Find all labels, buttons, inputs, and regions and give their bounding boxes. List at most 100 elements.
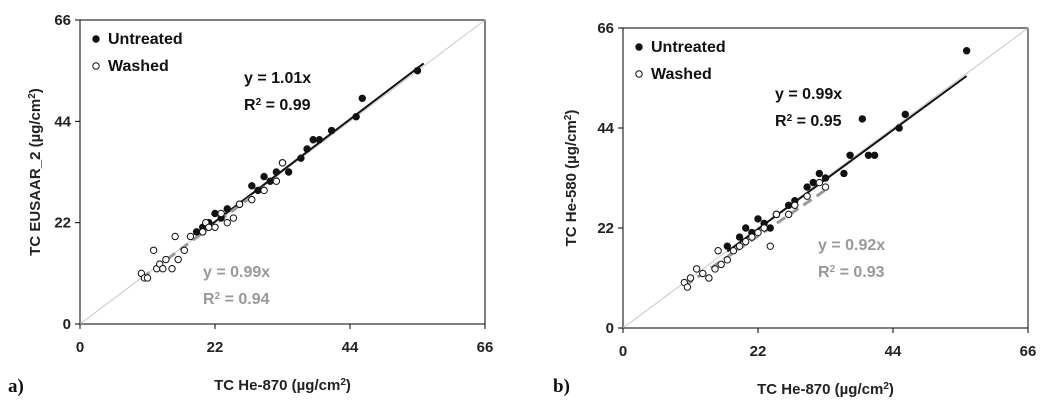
- data-point-untreated: [723, 242, 732, 250]
- data-point-untreated: [784, 201, 793, 209]
- data-point-washed: [742, 237, 750, 246]
- fit-equation: y = 0.99x: [203, 264, 270, 281]
- fit-equation: y = 0.99x: [775, 86, 842, 103]
- y-tick-label: 44: [54, 113, 71, 130]
- data-point-untreated: [809, 178, 817, 187]
- fit-r-squared: R2 = 0.99: [244, 97, 311, 115]
- data-point-washed: [791, 201, 799, 209]
- data-point-untreated: [327, 126, 336, 135]
- data-point-untreated: [223, 205, 231, 213]
- data-point-untreated: [870, 151, 879, 159]
- data-point-washed: [735, 242, 744, 250]
- x-tick-label: 0: [76, 339, 84, 356]
- y-tick-label: 0: [606, 320, 614, 337]
- data-point-washed: [760, 224, 768, 232]
- data-point-untreated: [821, 174, 830, 182]
- data-point-untreated: [303, 145, 311, 153]
- data-point-washed: [821, 183, 830, 191]
- data-point-washed: [229, 214, 238, 222]
- chart-panel-b: 0 22 44 66 0 22 44 66 TC He-870 (µg/cm2) TC He-58…: [553, 20, 1036, 398]
- data-point-washed: [171, 232, 179, 241]
- fit-r-squared: R2 = 0.94: [203, 291, 270, 309]
- data-point-washed: [199, 228, 207, 236]
- data-point-untreated: [803, 183, 811, 191]
- data-point-untreated: [272, 168, 281, 176]
- x-tick-label: 66: [1020, 343, 1037, 360]
- fit-r-squared: R2 = 0.93: [818, 264, 885, 282]
- y-tick-label: 66: [54, 12, 71, 29]
- data-point-washed: [714, 247, 722, 255]
- data-point-washed: [260, 186, 268, 195]
- y-tick-label: 66: [597, 20, 614, 37]
- data-point-untreated: [754, 215, 762, 223]
- data-point-untreated: [248, 182, 256, 190]
- x-tick-label: 66: [477, 339, 494, 356]
- x-tick-label: 44: [342, 339, 359, 356]
- data-point-washed: [723, 256, 732, 264]
- data-point-untreated: [413, 66, 422, 75]
- legend-label: Untreated: [108, 31, 183, 48]
- data-point-untreated: [297, 154, 305, 162]
- data-point-untreated: [840, 169, 848, 178]
- data-point-untreated: [742, 224, 750, 232]
- panel-label: b): [553, 376, 570, 397]
- data-point-washed: [149, 246, 158, 255]
- y-tick-label: 22: [597, 220, 614, 237]
- data-point-washed: [248, 195, 256, 204]
- data-point-washed: [717, 260, 725, 269]
- data-point-washed: [180, 246, 189, 255]
- chart-panel-a: 0 22 44 66 0 22 44 66 TC He-870 (µg/cm2) TC EUSAA…: [8, 12, 493, 397]
- data-point-washed: [683, 283, 692, 291]
- legend-marker-untreated: [635, 43, 643, 51]
- data-point-untreated: [315, 136, 324, 144]
- data-point-washed: [223, 218, 231, 227]
- data-point-untreated: [284, 168, 293, 176]
- data-point-washed: [205, 223, 213, 231]
- data-point-washed: [143, 274, 152, 282]
- data-point-washed: [766, 242, 774, 250]
- legend-marker-untreated: [92, 35, 100, 43]
- data-point-washed: [186, 232, 195, 241]
- legend: Untreated Washed: [635, 39, 726, 83]
- data-point-washed: [272, 177, 281, 185]
- y-tick-label: 44: [597, 120, 614, 137]
- data-point-washed: [705, 274, 713, 282]
- data-point-untreated: [266, 177, 274, 185]
- legend-marker-washed: [635, 70, 643, 78]
- data-point-washed: [754, 228, 762, 237]
- legend-label: Washed: [108, 58, 169, 75]
- data-point-untreated: [192, 228, 201, 236]
- data-point-washed: [711, 265, 719, 273]
- data-point-untreated: [864, 151, 873, 159]
- data-point-untreated: [901, 110, 909, 119]
- y-axis-title: TC He-580 (µg/cm2): [563, 110, 581, 247]
- data-point-washed: [699, 269, 707, 278]
- data-point-untreated: [846, 151, 854, 159]
- fit-equation: y = 1.01x: [244, 70, 311, 87]
- data-point-washed: [815, 178, 824, 187]
- fit-r-squared: R2 = 0.95: [775, 113, 842, 131]
- data-point-washed: [235, 200, 244, 208]
- data-point-washed: [174, 255, 182, 264]
- data-point-untreated: [358, 94, 366, 103]
- data-point-washed: [729, 247, 738, 255]
- x-tick-label: 22: [207, 339, 224, 356]
- data-point-untreated: [766, 224, 774, 232]
- data-point-untreated: [260, 172, 268, 181]
- data-point-washed: [211, 223, 219, 231]
- legend-label: Washed: [651, 66, 712, 83]
- data-point-washed: [217, 209, 225, 218]
- y-axis-title: TC EUSAAR_2 (µg/cm2): [27, 88, 45, 256]
- y-tick-label: 22: [54, 215, 71, 232]
- x-axis-title: TC He-870 (µg/cm2): [214, 377, 351, 395]
- data-point-washed: [748, 233, 756, 241]
- data-point-washed: [772, 210, 781, 219]
- x-tick-label: 0: [619, 343, 627, 360]
- x-tick-label: 22: [750, 343, 767, 360]
- x-tick-label: 44: [885, 343, 902, 360]
- data-point-washed: [168, 265, 176, 273]
- x-axis-title: TC He-870 (µg/cm2): [757, 381, 894, 399]
- data-point-untreated: [895, 124, 903, 132]
- y-tick-label: 0: [63, 316, 71, 333]
